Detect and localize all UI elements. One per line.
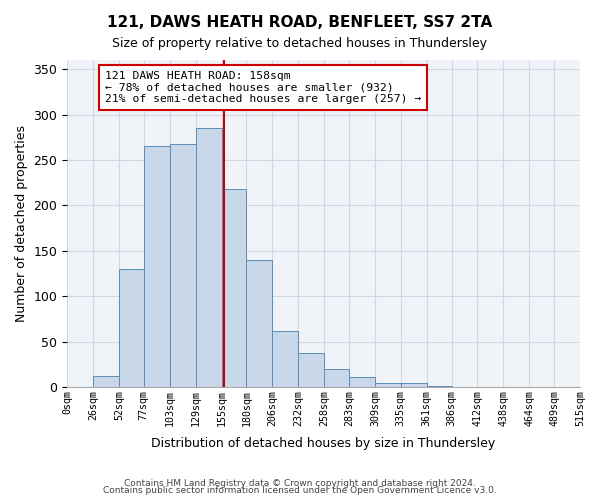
Text: Size of property relative to detached houses in Thundersley: Size of property relative to detached ho… xyxy=(113,38,487,51)
Bar xyxy=(144,146,170,387)
Text: 121, DAWS HEATH ROAD, BENFLEET, SS7 2TA: 121, DAWS HEATH ROAD, BENFLEET, SS7 2TA xyxy=(107,15,493,30)
Text: Contains public sector information licensed under the Open Government Licence v3: Contains public sector information licen… xyxy=(103,486,497,495)
Bar xyxy=(247,260,272,387)
Bar xyxy=(375,382,401,387)
Bar xyxy=(272,331,298,387)
X-axis label: Distribution of detached houses by size in Thundersley: Distribution of detached houses by size … xyxy=(151,437,496,450)
Bar xyxy=(93,376,119,387)
Bar xyxy=(196,128,221,387)
Bar xyxy=(324,369,349,387)
Bar xyxy=(427,386,452,387)
Y-axis label: Number of detached properties: Number of detached properties xyxy=(15,125,28,322)
Text: Contains HM Land Registry data © Crown copyright and database right 2024.: Contains HM Land Registry data © Crown c… xyxy=(124,478,476,488)
Bar xyxy=(401,382,427,387)
Text: 121 DAWS HEATH ROAD: 158sqm
← 78% of detached houses are smaller (932)
21% of se: 121 DAWS HEATH ROAD: 158sqm ← 78% of det… xyxy=(105,71,421,104)
Bar xyxy=(221,189,247,387)
Bar xyxy=(170,144,196,387)
Bar xyxy=(298,352,324,387)
Bar xyxy=(119,269,144,387)
Bar xyxy=(349,377,375,387)
